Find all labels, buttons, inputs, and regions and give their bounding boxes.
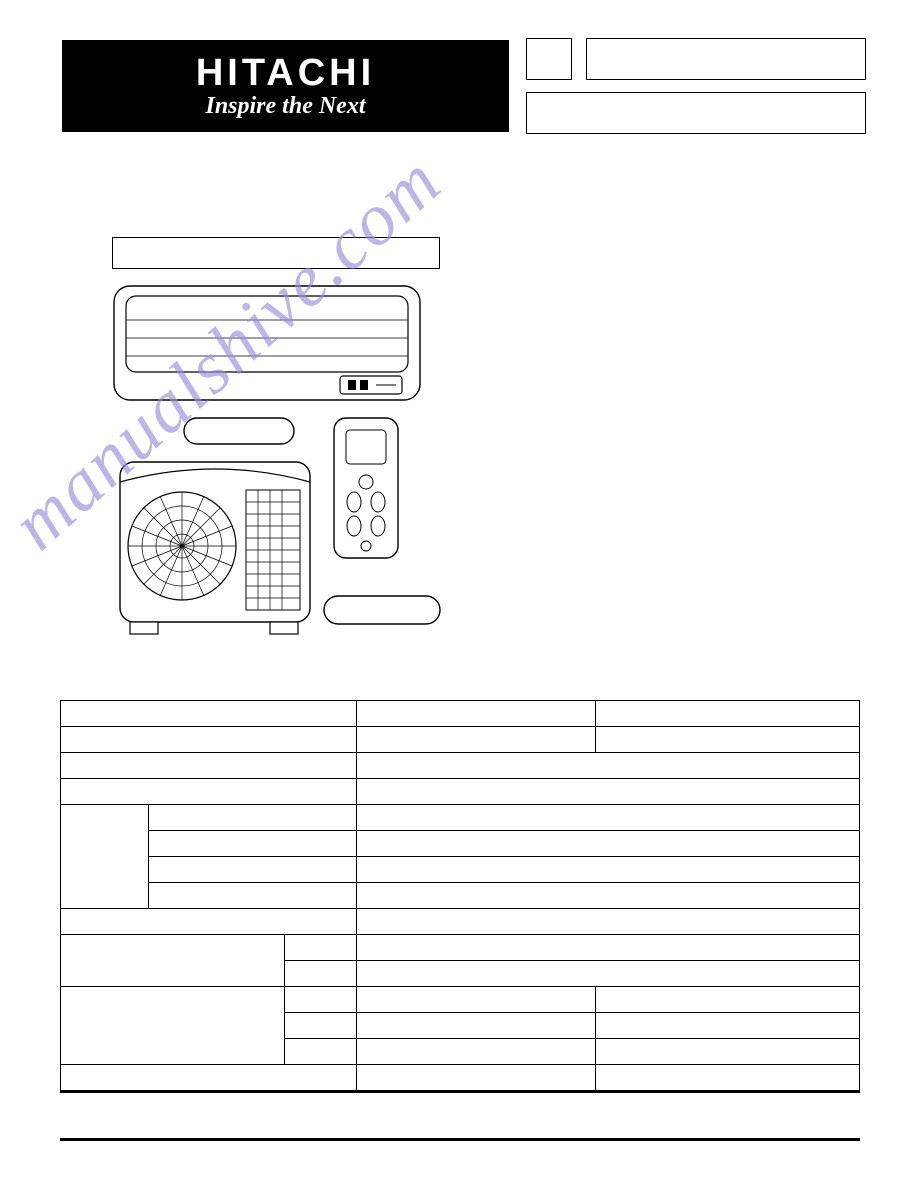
outdoor-unit-label-pill bbox=[324, 596, 440, 624]
indoor-unit-label-pill bbox=[184, 418, 294, 444]
table-row bbox=[61, 1065, 860, 1091]
header-code-box bbox=[526, 38, 572, 80]
table-row bbox=[61, 909, 860, 935]
header-subtitle-box bbox=[526, 92, 866, 134]
header-model-box bbox=[586, 38, 866, 80]
remote-control-icon bbox=[334, 418, 398, 558]
table-row bbox=[61, 935, 860, 961]
table-row bbox=[61, 805, 860, 831]
table-row bbox=[61, 753, 860, 779]
table-row bbox=[61, 883, 860, 909]
brand-name: HITACHI bbox=[196, 52, 375, 95]
table-row bbox=[61, 831, 860, 857]
brand-logo-block: HITACHI Inspire the Next bbox=[62, 40, 509, 132]
divider-rule bbox=[60, 1138, 860, 1141]
table-row bbox=[61, 857, 860, 883]
table-row bbox=[61, 727, 860, 753]
divider-rule bbox=[60, 1090, 860, 1093]
section-title-box bbox=[112, 237, 440, 269]
table-row bbox=[61, 701, 860, 727]
product-illustration bbox=[110, 278, 470, 678]
indoor-unit-icon bbox=[114, 286, 420, 400]
table-row bbox=[61, 779, 860, 805]
table-row bbox=[61, 987, 860, 1013]
brand-tagline: Inspire the Next bbox=[205, 93, 365, 120]
spec-table bbox=[60, 700, 860, 1091]
outdoor-unit-icon bbox=[120, 462, 310, 634]
